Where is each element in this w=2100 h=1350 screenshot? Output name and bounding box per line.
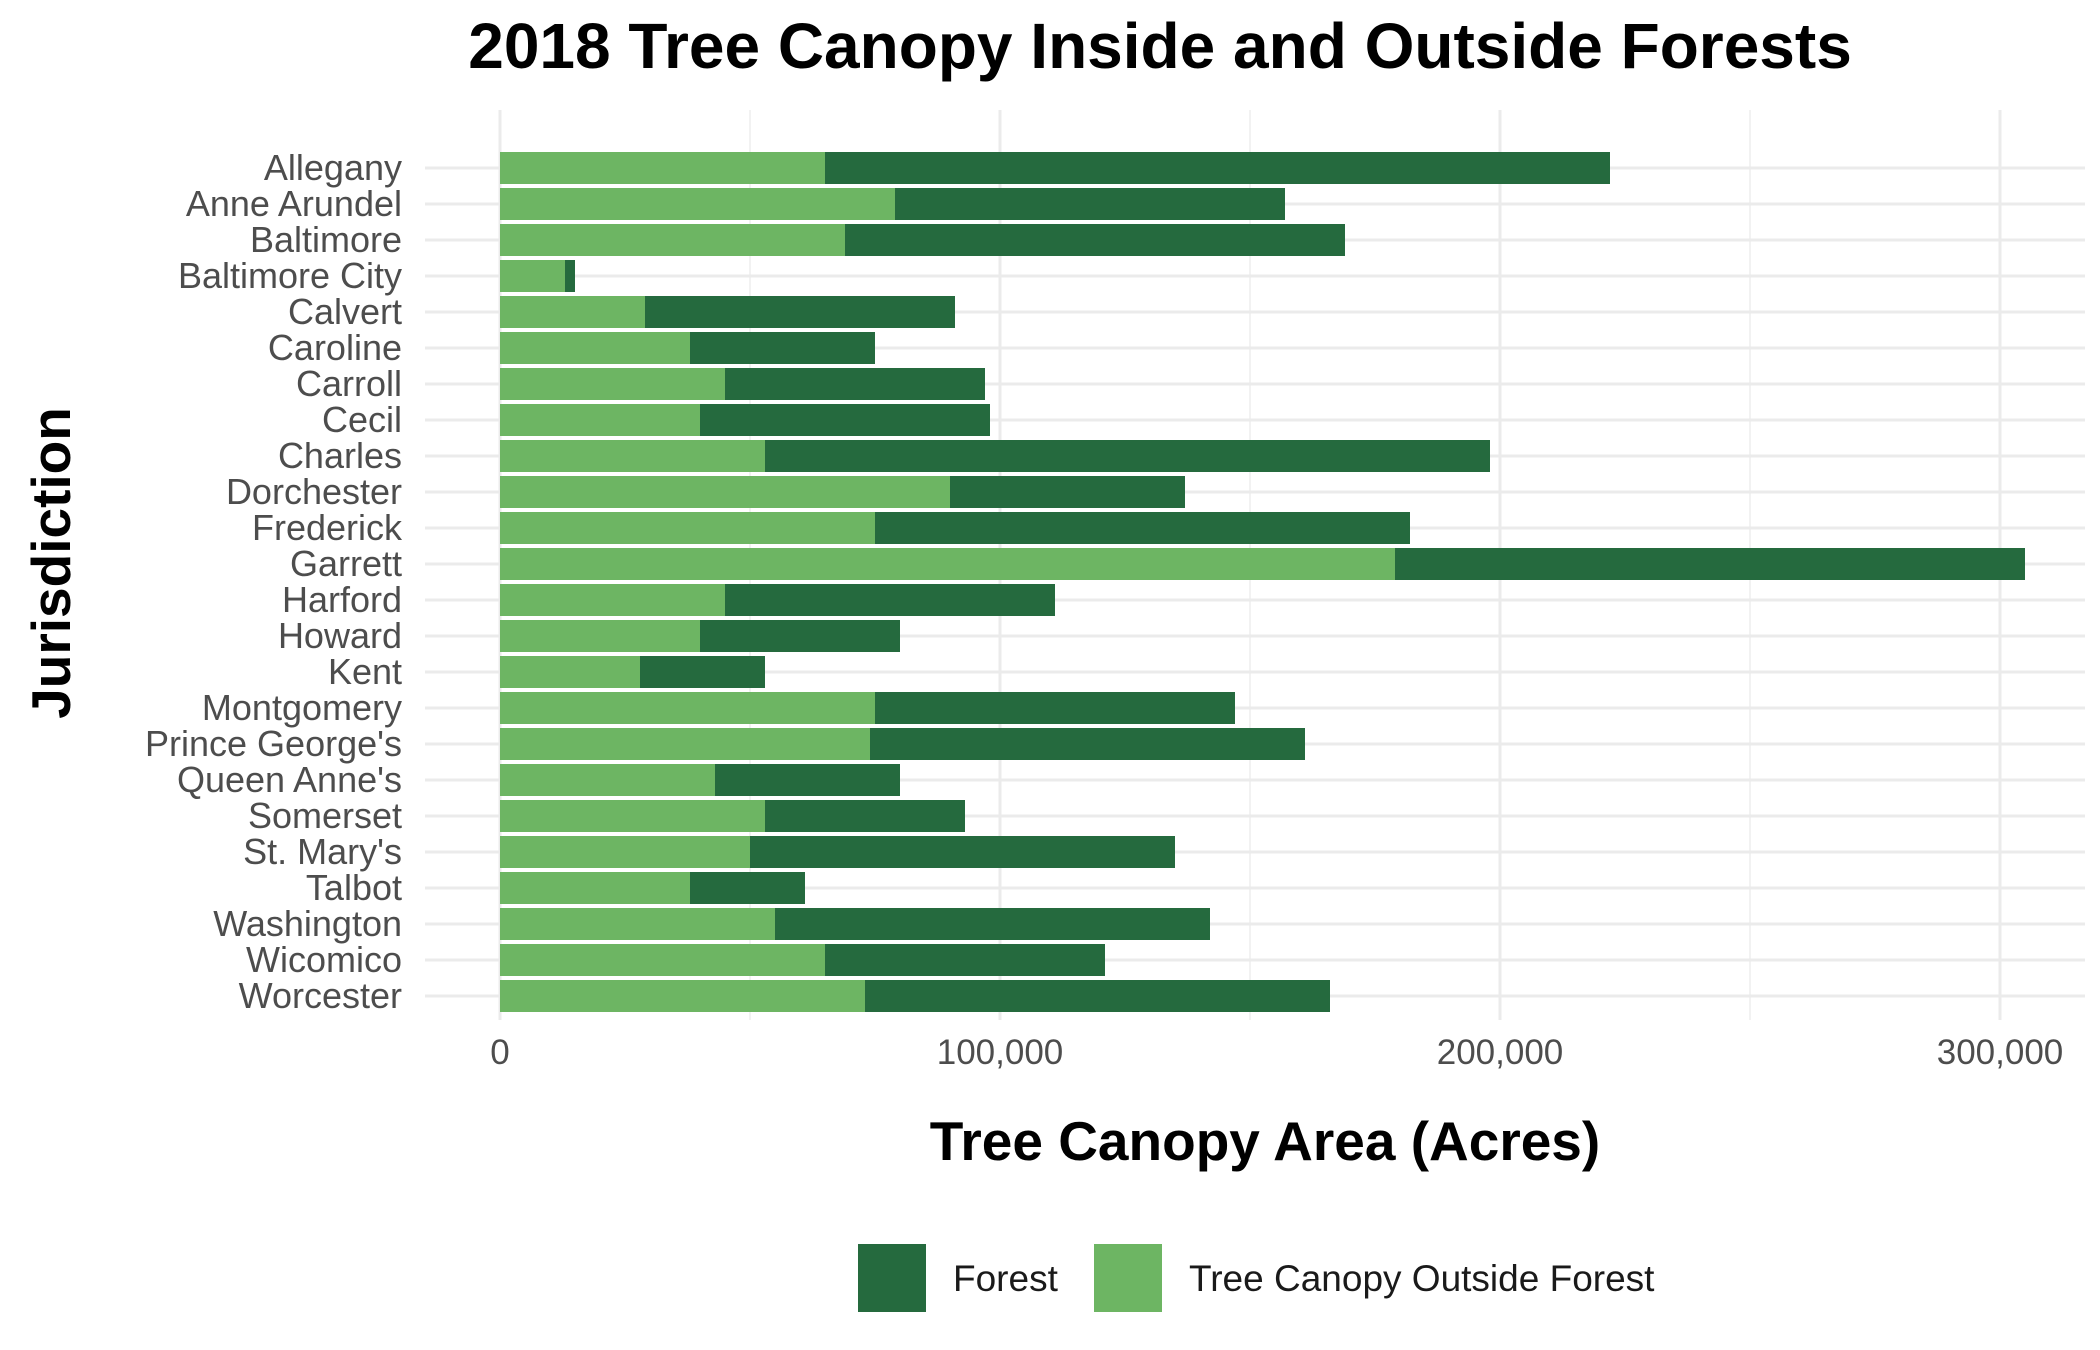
legend-key — [1094, 1244, 1162, 1312]
category-label: Prince George's — [145, 723, 402, 764]
category-label: Wicomico — [246, 939, 402, 980]
bar-forest — [950, 476, 1185, 508]
bar-forest — [690, 332, 875, 364]
legend-label: Forest — [953, 1258, 1059, 1299]
bar-outside-forest — [500, 152, 825, 184]
bar-outside-forest — [500, 224, 845, 256]
bar-outside-forest — [500, 620, 700, 652]
bar-outside-forest — [500, 944, 825, 976]
bar-forest — [765, 800, 965, 832]
bar-forest — [775, 908, 1210, 940]
category-label: Garrett — [290, 543, 402, 584]
bar-outside-forest — [500, 872, 690, 904]
bar-forest — [825, 152, 1610, 184]
bar-outside-forest — [500, 980, 865, 1012]
x-tick-label: 300,000 — [1937, 1033, 2064, 1072]
bar-forest — [750, 836, 1175, 868]
bar-outside-forest — [500, 728, 870, 760]
bars-layer — [500, 152, 2025, 1012]
legend-key — [858, 1244, 926, 1312]
category-label: Calvert — [288, 291, 402, 332]
bar-outside-forest — [500, 512, 875, 544]
bar-forest — [875, 512, 1410, 544]
y-axis-title: Jurisdiction — [20, 407, 82, 719]
category-label: Baltimore — [250, 219, 402, 260]
category-label: Harford — [282, 579, 402, 620]
bar-outside-forest — [500, 476, 950, 508]
bar-outside-forest — [500, 692, 875, 724]
x-axis-title: Tree Canopy Area (Acres) — [930, 1110, 1600, 1172]
category-label: Carroll — [296, 363, 402, 404]
x-tick-label: 100,000 — [937, 1033, 1064, 1072]
category-label: Somerset — [248, 795, 402, 836]
category-label: Talbot — [306, 867, 402, 908]
bar-outside-forest — [500, 440, 765, 472]
bar-forest — [895, 188, 1285, 220]
bar-forest — [565, 260, 575, 292]
category-label: Dorchester — [226, 471, 402, 512]
bar-forest — [700, 404, 990, 436]
category-label: Cecil — [322, 399, 402, 440]
category-label: Queen Anne's — [177, 759, 402, 800]
x-tick-labels: 0 100,000 200,000 300,000 — [490, 1033, 2063, 1072]
bar-forest — [875, 692, 1235, 724]
bar-outside-forest — [500, 764, 715, 796]
bar-forest — [845, 224, 1345, 256]
bar-forest — [1395, 548, 2025, 580]
chart-title: 2018 Tree Canopy Inside and Outside Fore… — [468, 10, 1852, 82]
category-label: Allegany — [264, 147, 402, 188]
bar-forest — [690, 872, 805, 904]
bar-forest — [700, 620, 900, 652]
bar-outside-forest — [500, 188, 895, 220]
bar-forest — [725, 584, 1055, 616]
category-label: Kent — [328, 651, 402, 692]
bar-forest — [725, 368, 985, 400]
bar-outside-forest — [500, 548, 1395, 580]
bar-outside-forest — [500, 332, 690, 364]
category-label: Frederick — [252, 507, 403, 548]
bar-outside-forest — [500, 260, 565, 292]
bar-forest — [640, 656, 765, 688]
category-label: Howard — [278, 615, 402, 656]
category-label: St. Mary's — [243, 831, 402, 872]
bar-forest — [825, 944, 1105, 976]
category-label: Montgomery — [202, 687, 402, 728]
bar-outside-forest — [500, 908, 775, 940]
x-tick-label: 200,000 — [1437, 1033, 1564, 1072]
bar-outside-forest — [500, 656, 640, 688]
bar-outside-forest — [500, 836, 750, 868]
bar-forest — [645, 296, 955, 328]
bar-forest — [870, 728, 1305, 760]
bar-forest — [865, 980, 1330, 1012]
bar-outside-forest — [500, 584, 725, 616]
x-tick-label: 0 — [490, 1033, 509, 1072]
category-label: Anne Arundel — [186, 183, 402, 224]
category-label: Charles — [278, 435, 402, 476]
bar-outside-forest — [500, 368, 725, 400]
bar-outside-forest — [500, 800, 765, 832]
bar-outside-forest — [500, 296, 645, 328]
category-label: Washington — [213, 903, 402, 944]
category-label: Worcester — [239, 975, 402, 1016]
legend: Forest Tree Canopy Outside Forest — [858, 1244, 1655, 1312]
category-label: Baltimore City — [178, 255, 402, 296]
category-label: Caroline — [268, 327, 402, 368]
bar-forest — [765, 440, 1490, 472]
bar-forest — [715, 764, 900, 796]
bar-outside-forest — [500, 404, 700, 436]
legend-label: Tree Canopy Outside Forest — [1189, 1258, 1655, 1299]
